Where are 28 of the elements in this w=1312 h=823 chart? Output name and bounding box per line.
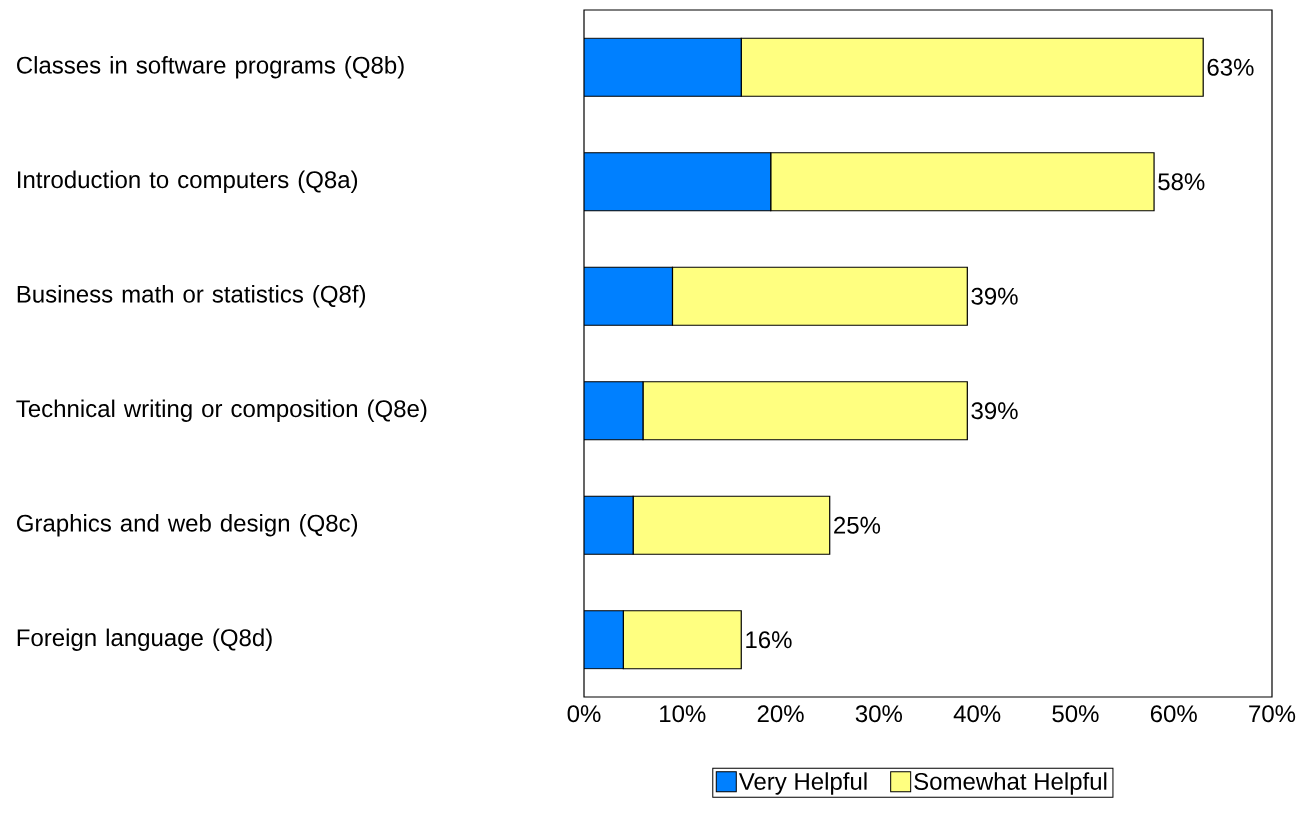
legend-label: Very Helpful xyxy=(738,772,867,795)
y-tick-label: Technical writing or composition (Q8e) xyxy=(16,399,427,422)
x-tick-label: 30% xyxy=(855,705,903,723)
x-tick-label: 50% xyxy=(1052,705,1099,723)
x-tick-label: 10% xyxy=(660,705,706,723)
bar xyxy=(584,381,644,441)
bar xyxy=(584,152,772,212)
x-tick-label: 40% xyxy=(953,705,1001,723)
y-tick-label: Business math or statistics (Q8f) xyxy=(17,285,366,308)
total-label: 63% xyxy=(1207,58,1254,76)
total-label: 58% xyxy=(1158,173,1205,191)
y-tick-label: Introduction to computers (Q8a) xyxy=(18,170,358,193)
legend-label: Somewhat Helpful xyxy=(914,772,1107,795)
total-label: 39% xyxy=(971,287,1018,305)
y-tick-label: Foreign language (Q8d) xyxy=(17,628,272,651)
x-tick-label: 20% xyxy=(757,705,804,723)
y-tick-label: Graphics and web design (Q8c) xyxy=(17,514,358,537)
x-tick-label: 60% xyxy=(1150,705,1197,723)
bar xyxy=(584,610,624,670)
y-tick-label: Classes in software programs (Q8b) xyxy=(17,56,404,79)
total-label: 39% xyxy=(971,402,1018,420)
x-tick-label: 70% xyxy=(1249,705,1296,723)
bar xyxy=(584,37,742,97)
total-label: 16% xyxy=(746,631,792,649)
bar xyxy=(584,495,634,555)
x-tick-label: 0% xyxy=(567,705,601,723)
bar xyxy=(584,266,674,326)
total-label: 25% xyxy=(834,516,881,534)
